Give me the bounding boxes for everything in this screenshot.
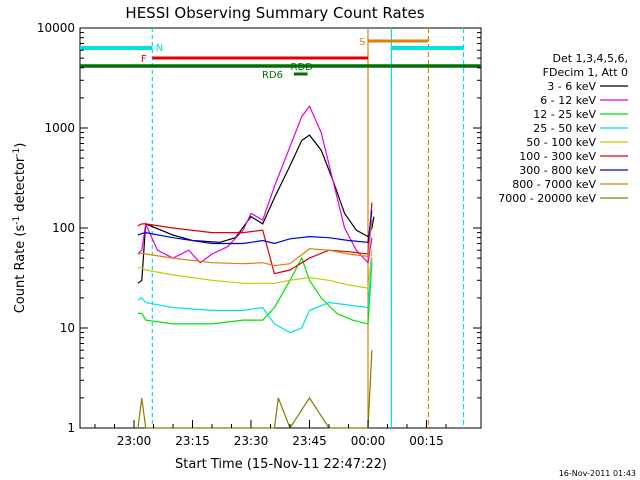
y-label-mid: detector bbox=[13, 156, 28, 216]
x-tick-label: 23:00 bbox=[117, 434, 152, 448]
x-tick-label: 00:00 bbox=[351, 434, 386, 448]
x-axis-label: Start Time (15-Nov-11 22:47:22) bbox=[175, 457, 387, 472]
legend-header-1: Det 1,3,4,5,6, bbox=[552, 52, 628, 65]
y-label-end: ) bbox=[13, 143, 28, 148]
slew-label: S bbox=[359, 37, 365, 48]
rdd-label: RDD bbox=[291, 62, 314, 73]
legend-entry-label: 100 - 300 keV bbox=[519, 150, 596, 163]
plot-area bbox=[79, 27, 482, 429]
x-tick-label: 23:15 bbox=[175, 434, 210, 448]
series-line-6 bbox=[137, 210, 373, 245]
status-bars: NF S RDD RD6 bbox=[80, 37, 481, 81]
flare-label: F bbox=[141, 54, 147, 65]
series-lines bbox=[137, 105, 375, 430]
legend-entry-label: 7000 - 20000 keV bbox=[498, 192, 596, 205]
legend: Det 1,3,4,5,6, FDecim 1, Att 0 3 - 6 keV… bbox=[498, 52, 628, 205]
rd6-label: RD6 bbox=[262, 70, 283, 81]
series-line-0 bbox=[137, 134, 375, 284]
x-tick-label: 00:15 bbox=[409, 434, 444, 448]
series-line-8 bbox=[137, 350, 373, 430]
y-label-sup1: -1 bbox=[12, 216, 22, 225]
y-tick-label: 1 bbox=[67, 421, 75, 435]
chart-title: HESSI Observing Summary Count Rates bbox=[125, 4, 424, 22]
y-label-main: Count Rate (s bbox=[13, 225, 28, 314]
series-line-7 bbox=[137, 220, 373, 267]
saa-label: N bbox=[156, 43, 163, 54]
series-line-4 bbox=[137, 250, 373, 289]
footer-stamp: 16-Nov-2011 01:43 bbox=[559, 469, 636, 478]
series-line-5 bbox=[137, 202, 373, 275]
legend-entry-label: 25 - 50 keV bbox=[533, 122, 596, 135]
y-label-sup2: -1 bbox=[12, 148, 22, 157]
y-tick-label: 10000 bbox=[37, 21, 75, 35]
series-line-1 bbox=[137, 105, 373, 265]
legend-entry-label: 50 - 100 keV bbox=[526, 136, 596, 149]
y-axis-ticks: 1 10 100 1000 10000 bbox=[37, 21, 481, 435]
x-tick-label: 23:45 bbox=[292, 434, 327, 448]
series-line-3 bbox=[137, 258, 373, 334]
plot-frame bbox=[79, 27, 482, 429]
legend-entry-label: 12 - 25 keV bbox=[533, 108, 596, 121]
legend-header-2: FDecim 1, Att 0 bbox=[543, 66, 628, 79]
y-tick-label: 1000 bbox=[44, 121, 75, 135]
legend-entry-label: 6 - 12 keV bbox=[540, 94, 596, 107]
y-axis-label: Count Rate (s-1 detector-1) bbox=[12, 143, 28, 314]
y-tick-label: 10 bbox=[60, 321, 75, 335]
series-line-2 bbox=[137, 256, 373, 325]
x-axis-ticks: 23:00 23:15 23:30 23:45 00:00 00:15 bbox=[94, 420, 447, 448]
legend-entry-label: 300 - 800 keV bbox=[519, 164, 596, 177]
x-tick-label: 23:30 bbox=[234, 434, 269, 448]
vertical-markers bbox=[151, 28, 465, 428]
legend-entry-label: 3 - 6 keV bbox=[547, 80, 596, 93]
legend-entry-label: 800 - 7000 keV bbox=[512, 178, 596, 191]
y-tick-label: 100 bbox=[52, 221, 75, 235]
